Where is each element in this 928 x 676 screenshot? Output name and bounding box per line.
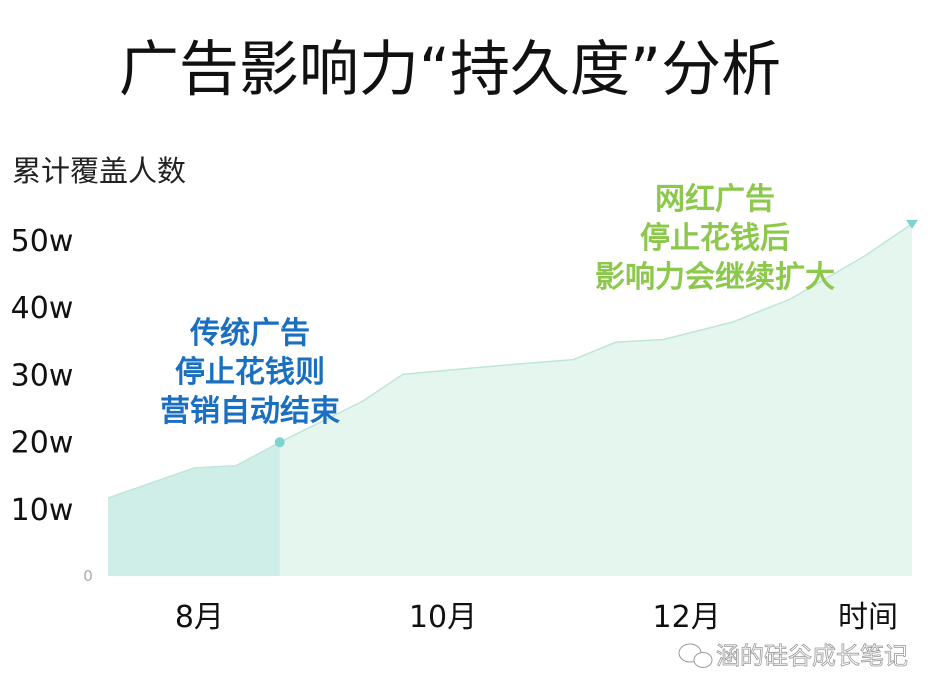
y-tick-label: 30w: [11, 358, 74, 393]
y-tick-label: 0: [83, 567, 93, 585]
wechat-icon: [678, 643, 713, 668]
series-line: [107, 223, 913, 499]
annotation-line: 停止花钱后: [640, 221, 790, 256]
annotation-line: 影响力会继续扩大: [595, 260, 835, 295]
area-group: [107, 219, 918, 576]
annotation-traditional: 传统广告 停止花钱则 营销自动结束: [160, 316, 340, 429]
x-tick-label: 8月: [175, 600, 224, 635]
x-tick-label: 10月: [409, 600, 477, 635]
y-tick-label: 10w: [11, 493, 74, 528]
end-marker: [906, 219, 918, 229]
annotation-influencer: 网红广告 停止花钱后 影响力会继续扩大: [595, 182, 835, 295]
y-tick-label: 20w: [11, 426, 74, 461]
annotation-line: 停止花钱则: [175, 355, 325, 390]
annotation-line: 网红广告: [655, 182, 775, 217]
y-axis-label: 累计覆盖人数: [12, 154, 186, 188]
x-ticks: 8月 10月 12月: [175, 600, 721, 635]
y-tick-label: 50w: [11, 224, 74, 259]
area-before-stop: [108, 442, 280, 576]
y-ticks: 0 10w 20w 30w 40w 50w: [11, 224, 93, 585]
chart-title: 广告影响力“持久度”分析: [119, 35, 781, 105]
stop-marker: [274, 437, 285, 448]
watermark-text: 涵的硅谷成长笔记: [716, 642, 908, 670]
annotation-line: 营销自动结束: [160, 394, 340, 429]
area-after-stop: [108, 223, 912, 576]
x-tick-label: 12月: [653, 600, 721, 635]
y-tick-label: 40w: [11, 291, 74, 326]
annotation-line: 传统广告: [189, 316, 310, 351]
x-axis-label: 时间: [838, 600, 898, 635]
watermark: 涵的硅谷成长笔记: [678, 642, 908, 670]
